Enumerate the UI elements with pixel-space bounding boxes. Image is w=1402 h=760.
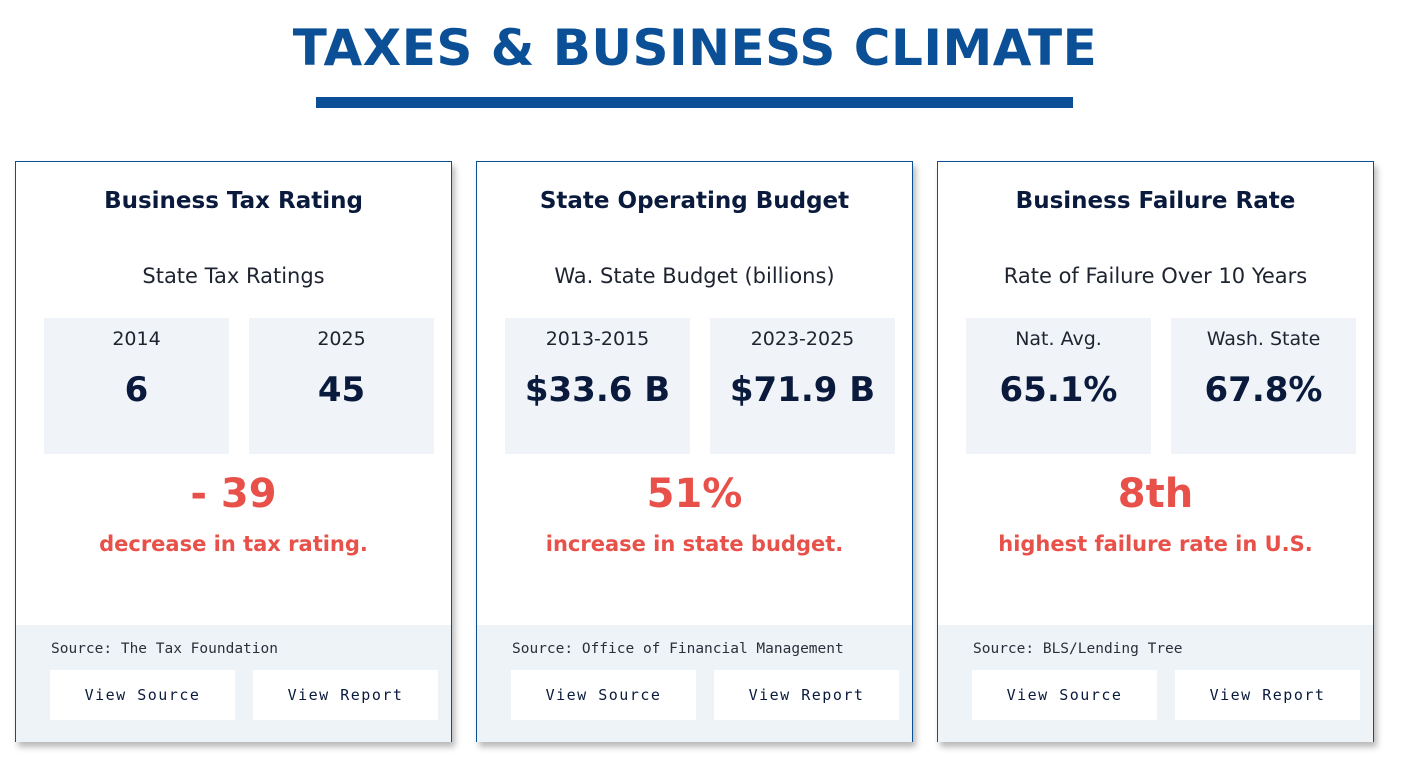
- highlight-text: highest failure rate in U.S.: [998, 532, 1313, 556]
- card-business-failure-rate: Business Failure Rate Rate of Failure Ov…: [937, 161, 1374, 742]
- highlight-text: increase in state budget.: [545, 532, 844, 556]
- view-report-button[interactable]: View Report: [253, 670, 438, 720]
- card-heading: Business Failure Rate: [1015, 188, 1296, 214]
- view-report-button[interactable]: View Report: [714, 670, 899, 720]
- stat-box: Wash. State 67.8%: [1171, 318, 1356, 454]
- card-footer: Source: Office of Financial Management V…: [477, 625, 912, 742]
- stat-value: 45: [317, 370, 366, 410]
- stat-value: $71.9 B: [729, 370, 876, 410]
- stat-value: 67.8%: [1204, 370, 1323, 410]
- stat-value: 6: [124, 370, 149, 410]
- page-title: TAXES & BUSINESS CLIMATE: [292, 19, 1098, 77]
- highlight-value: - 39: [190, 471, 277, 517]
- title-underline: [316, 97, 1073, 108]
- view-source-button[interactable]: View Source: [972, 670, 1157, 720]
- stat-label: Nat. Avg.: [1015, 328, 1102, 350]
- stat-box: 2014 6: [44, 318, 229, 454]
- card-business-tax-rating: Business Tax Rating State Tax Ratings 20…: [15, 161, 452, 742]
- stat-box: 2023-2025 $71.9 B: [710, 318, 895, 454]
- stat-label: 2013-2015: [545, 328, 650, 350]
- stat-label: 2023-2025: [750, 328, 855, 350]
- highlight-value: 51%: [646, 471, 743, 517]
- card-heading: Business Tax Rating: [104, 188, 363, 214]
- source-text: Source: Office of Financial Management: [512, 641, 844, 657]
- stat-value: 65.1%: [999, 370, 1118, 410]
- view-source-button[interactable]: View Source: [50, 670, 235, 720]
- highlight-value: 8th: [1117, 471, 1194, 517]
- stat-label: 2025: [317, 328, 366, 350]
- card-state-operating-budget: State Operating Budget Wa. State Budget …: [476, 161, 913, 742]
- card-subtitle: Rate of Failure Over 10 Years: [1003, 264, 1308, 288]
- source-text: Source: The Tax Foundation: [51, 641, 278, 657]
- stat-value: $33.6 B: [524, 370, 671, 410]
- card-heading: State Operating Budget: [539, 188, 850, 214]
- stat-box: 2013-2015 $33.6 B: [505, 318, 690, 454]
- card-footer: Source: The Tax Foundation View Source V…: [16, 625, 451, 742]
- view-report-button[interactable]: View Report: [1175, 670, 1360, 720]
- stat-label: Wash. State: [1206, 328, 1321, 350]
- card-footer: Source: BLS/Lending Tree View Source Vie…: [938, 625, 1373, 742]
- card-subtitle: State Tax Ratings: [142, 264, 325, 288]
- view-source-button[interactable]: View Source: [511, 670, 696, 720]
- card-subtitle: Wa. State Budget (billions): [554, 264, 835, 288]
- stat-label: 2014: [112, 328, 161, 350]
- highlight-text: decrease in tax rating.: [99, 532, 368, 556]
- source-text: Source: BLS/Lending Tree: [973, 641, 1183, 657]
- stat-box: 2025 45: [249, 318, 434, 454]
- stat-box: Nat. Avg. 65.1%: [966, 318, 1151, 454]
